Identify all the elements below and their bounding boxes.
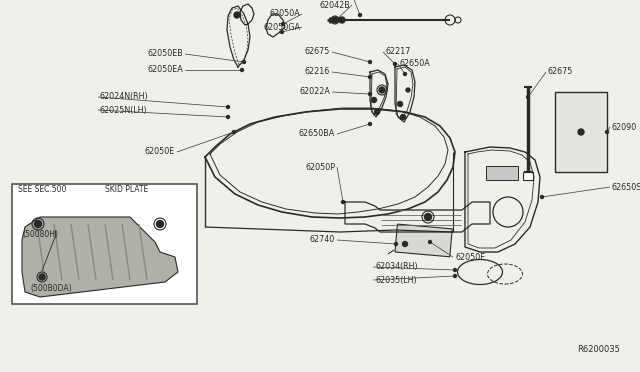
Circle shape — [234, 12, 240, 18]
Bar — [12, 184, 197, 304]
Circle shape — [332, 17, 338, 23]
Circle shape — [578, 129, 584, 135]
Text: (50080H): (50080H) — [22, 231, 58, 240]
Circle shape — [454, 275, 456, 278]
Circle shape — [369, 93, 371, 96]
Text: 62042B: 62042B — [319, 0, 350, 10]
Circle shape — [227, 106, 230, 109]
Text: 62217: 62217 — [385, 48, 410, 57]
Circle shape — [35, 221, 42, 228]
Circle shape — [394, 62, 397, 65]
Bar — [555, 92, 607, 172]
Text: 62675: 62675 — [305, 48, 330, 57]
Text: 62022A: 62022A — [299, 87, 330, 96]
Text: (500B0DA): (500B0DA) — [30, 285, 72, 294]
Circle shape — [232, 131, 236, 134]
Text: 62034(RH): 62034(RH) — [375, 263, 418, 272]
Text: 62050GA: 62050GA — [263, 22, 300, 32]
Circle shape — [241, 68, 243, 71]
Text: 62650B: 62650B — [355, 0, 386, 1]
Circle shape — [342, 201, 344, 203]
Text: 62740: 62740 — [310, 235, 335, 244]
Text: 62025N(LH): 62025N(LH) — [100, 106, 148, 115]
Circle shape — [243, 61, 246, 64]
Circle shape — [282, 22, 285, 26]
Circle shape — [371, 97, 376, 103]
Text: SKID PLATE: SKID PLATE — [105, 185, 148, 193]
Text: 62675: 62675 — [548, 67, 573, 77]
Text: 62216: 62216 — [305, 67, 330, 77]
Text: 62050EB: 62050EB — [147, 49, 183, 58]
Text: 62650BA: 62650BA — [299, 129, 335, 138]
Text: 62050EA: 62050EA — [147, 65, 183, 74]
Text: R6200035: R6200035 — [577, 346, 620, 355]
Circle shape — [280, 31, 284, 33]
Text: 62050A: 62050A — [269, 10, 300, 19]
Circle shape — [369, 122, 371, 125]
Circle shape — [429, 241, 431, 244]
Circle shape — [403, 73, 406, 76]
Text: 62050E: 62050E — [455, 253, 485, 262]
Circle shape — [39, 274, 45, 280]
Text: 62650S: 62650S — [612, 183, 640, 192]
Text: 62650A: 62650A — [400, 60, 431, 68]
Text: 62090: 62090 — [612, 122, 637, 131]
Circle shape — [157, 221, 163, 228]
Circle shape — [403, 241, 408, 247]
Text: 62050E: 62050E — [145, 148, 175, 157]
Circle shape — [227, 115, 230, 119]
Circle shape — [374, 109, 380, 115]
Text: 62024N(RH): 62024N(RH) — [100, 93, 148, 102]
Circle shape — [379, 87, 385, 93]
Circle shape — [406, 88, 410, 92]
Text: 62035(LH): 62035(LH) — [375, 276, 417, 285]
Circle shape — [541, 196, 543, 199]
Circle shape — [527, 96, 529, 99]
Circle shape — [397, 102, 403, 106]
Circle shape — [454, 269, 456, 272]
Bar — [523, 172, 533, 180]
Circle shape — [401, 115, 406, 119]
Circle shape — [369, 76, 371, 78]
Text: 62050P: 62050P — [305, 163, 335, 171]
Circle shape — [369, 61, 371, 64]
Circle shape — [335, 19, 337, 22]
Circle shape — [394, 243, 397, 246]
Circle shape — [339, 17, 345, 23]
Polygon shape — [22, 217, 178, 297]
Circle shape — [424, 214, 431, 221]
Circle shape — [358, 13, 362, 16]
Circle shape — [605, 131, 609, 134]
Bar — [486, 166, 518, 180]
Text: SEE SEC.500: SEE SEC.500 — [18, 185, 67, 193]
Bar — [395, 224, 452, 257]
